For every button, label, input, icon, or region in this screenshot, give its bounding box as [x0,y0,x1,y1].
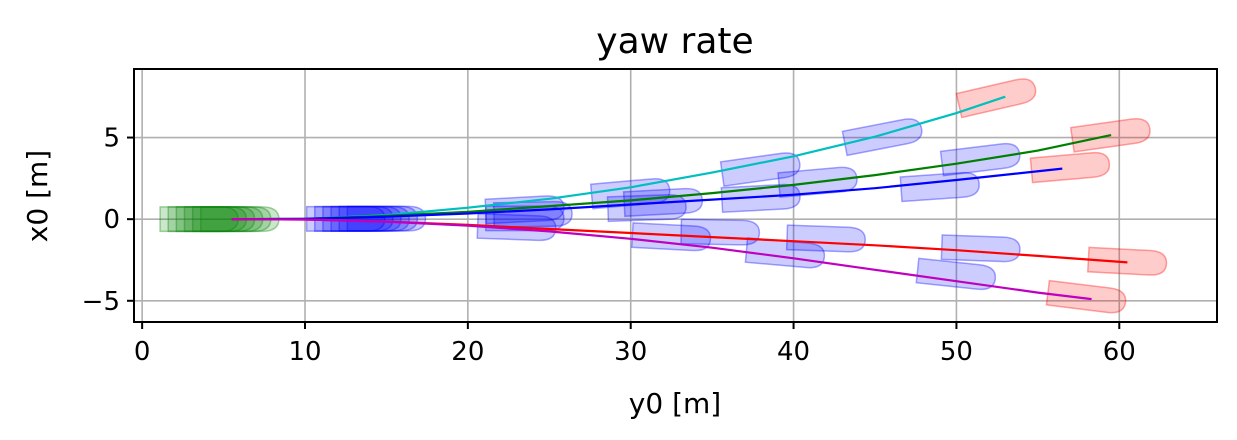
series-lines [231,95,1128,301]
series-line [231,167,1063,221]
vehicle-marker [1069,117,1151,153]
x-axis-label: y0 [m] [629,387,721,420]
y-tick-label: 5 [103,124,120,154]
vehicle-marker [940,234,1021,263]
plot-frame [133,68,1218,323]
vehicle-marker [785,224,866,253]
chart-title: yaw rate [596,21,753,62]
vehicle-marker [915,257,997,291]
x-tick-label: 20 [451,337,484,367]
x-tick-label: 50 [940,337,973,367]
vehicle-marker [314,205,394,232]
vehicle-marker [346,205,427,232]
x-tick-label: 30 [614,337,647,367]
x-tick-label: 0 [134,337,151,367]
x-tick-label: 60 [1103,337,1136,367]
vehicle-marker [1045,279,1127,314]
x-tick-label: 40 [777,337,810,367]
y-tick-label: 0 [103,205,120,235]
vehicle-marker [955,78,1037,119]
vehicle-marker [841,118,923,157]
series-line [231,218,1092,301]
vehicle-markers [159,78,1168,314]
vehicle-marker [322,205,402,232]
x-tick-label: 10 [288,337,321,367]
vehicle-marker [338,205,419,232]
vehicle-marker [899,171,980,203]
y-tick-label: −5 [82,287,120,317]
vehicle-marker [1086,246,1168,276]
axis-ticks: 0 10 20 30 40 50 60 −5 0 5 [82,124,1136,367]
y-axis-label: x0 [m] [21,150,54,242]
vehicle-marker [1029,151,1111,184]
vehicle-marker [330,205,410,232]
vehicle-marker [719,152,801,187]
vehicle-marker [630,222,712,252]
